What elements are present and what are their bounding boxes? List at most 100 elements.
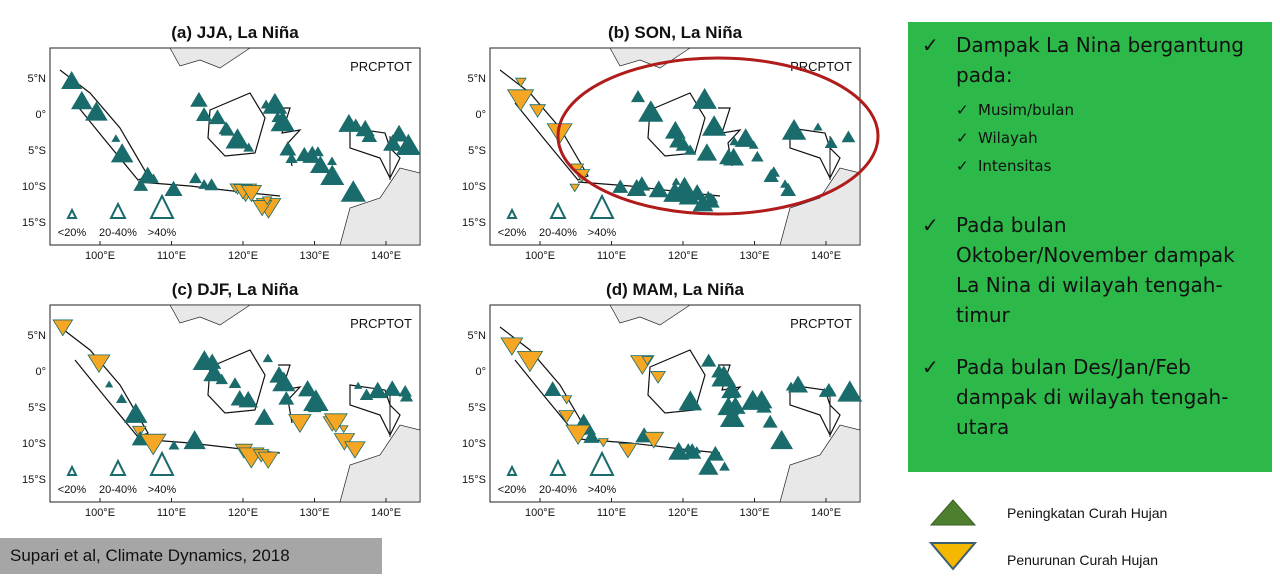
size-legend-marker: [549, 458, 567, 476]
increase-marker: [168, 440, 180, 450]
increase-marker: [348, 118, 364, 132]
increase-marker: [711, 365, 737, 387]
decrease-marker: [139, 433, 167, 456]
decrease-marker: [500, 337, 524, 356]
size-legend-marker: [149, 450, 175, 476]
increase-marker: [190, 91, 208, 107]
increase-marker: [244, 397, 255, 406]
decrease-marker: [131, 425, 147, 438]
increase-marker: [706, 445, 725, 461]
lon-label: 120°E: [228, 250, 258, 262]
sumatra: [59, 326, 149, 438]
decrease-marker: [323, 413, 348, 433]
increase-marker: [164, 180, 183, 197]
increase-marker: [770, 429, 794, 450]
decrease-marker: [618, 443, 638, 459]
lon-label: 140°E: [371, 250, 401, 262]
increase-marker: [750, 389, 773, 409]
increase-marker: [272, 371, 296, 392]
lat-label: 15°S: [462, 474, 486, 486]
increase-marker: [398, 385, 412, 397]
increase-marker: [684, 144, 697, 155]
size-legend-label: 20-40%: [99, 227, 137, 239]
highlight-ellipse: [556, 56, 880, 216]
decrease-marker: [288, 414, 312, 433]
increase-marker: [640, 101, 663, 121]
increase-marker: [320, 164, 345, 186]
size-legend-marker: [549, 201, 567, 219]
lat-label: 15°S: [22, 217, 46, 229]
sub-note: Wilayah: [922, 124, 1258, 152]
increase-marker: [696, 143, 718, 161]
lon-label: 110°E: [597, 250, 626, 262]
lat-label: 5°N: [468, 330, 487, 342]
increase-marker: [353, 381, 363, 389]
size-legend-marker: [589, 193, 615, 219]
decrease-marker: [597, 438, 609, 448]
lon-label: 120°E: [668, 507, 698, 519]
size-legend-label: >40%: [588, 227, 617, 239]
increase-marker: [682, 443, 694, 453]
lat-label: 10°S: [462, 181, 486, 193]
increase-marker: [664, 120, 686, 139]
increase-marker: [310, 155, 331, 173]
note: Dampak La Nina bergantung pada:: [922, 30, 1258, 90]
australia: [779, 424, 861, 503]
increase-marker: [781, 119, 807, 140]
lat-label: 10°S: [22, 181, 46, 193]
lon-label: 140°E: [811, 507, 841, 519]
decrease-marker: [641, 356, 654, 366]
map-title: (c) DJF, La Niña: [172, 280, 299, 299]
increase-marker: [225, 128, 250, 149]
increase-marker: [131, 431, 149, 446]
map-title: (d) MAM, La Niña: [606, 280, 744, 299]
increase-marker: [827, 387, 836, 395]
decrease-marker: [516, 351, 544, 373]
lon-label: 140°E: [371, 507, 401, 519]
increase-marker: [723, 147, 745, 166]
australia: [339, 167, 421, 246]
size-legend-label: <20%: [498, 484, 527, 496]
legend-icons: [928, 499, 978, 571]
size-legend-marker: [109, 458, 127, 476]
size-legend-marker: [66, 207, 78, 219]
increase-marker: [612, 179, 629, 193]
lon-label: 130°E: [299, 250, 329, 262]
increase-marker: [326, 156, 337, 165]
decrease-marker: [643, 431, 665, 449]
lat-label: 0°: [475, 109, 486, 121]
increase-marker: [671, 177, 681, 185]
papua: [349, 127, 401, 180]
increase-marker: [243, 142, 255, 152]
increase-marker: [702, 115, 727, 136]
decrease-marker: [569, 183, 581, 193]
lon-label: 100°E: [85, 507, 115, 519]
lon-label: 100°E: [525, 250, 555, 262]
size-legend-label: <20%: [58, 484, 87, 496]
map-panel: (b) SON, La Niña PRCPTOT 5°N 0° 5°S 10°S 15°S 1…: [462, 23, 880, 262]
lat-label: 0°: [35, 366, 46, 378]
increase-marker: [395, 133, 421, 155]
increase-marker: [543, 381, 562, 396]
increase-marker: [71, 90, 93, 110]
lat-label: 5°S: [28, 145, 46, 157]
lon-label: 110°E: [157, 507, 186, 519]
lon-label: 130°E: [739, 507, 769, 519]
increase-marker: [148, 173, 159, 183]
increase-marker: [208, 109, 227, 125]
increase-marker: [124, 402, 148, 423]
size-legend-marker: [66, 464, 78, 476]
increase-marker: [110, 143, 134, 163]
lat-label: 5°N: [28, 330, 47, 342]
increase-marker: [837, 380, 863, 402]
size-legend-marker: [506, 207, 518, 219]
increase-marker: [133, 178, 149, 191]
map-panel: (a) JJA, La Niña PRCPTOT 5°N 0° 5°S 10°S 15°S 1…: [22, 23, 421, 262]
lat-label: 5°S: [468, 402, 486, 414]
size-legend-marker: [149, 193, 175, 219]
lat-label: 5°S: [468, 145, 486, 157]
increase-marker: [729, 136, 740, 146]
increase-marker: [105, 380, 114, 388]
lat-label: 5°S: [28, 402, 46, 414]
decrease-marker: [506, 89, 535, 112]
